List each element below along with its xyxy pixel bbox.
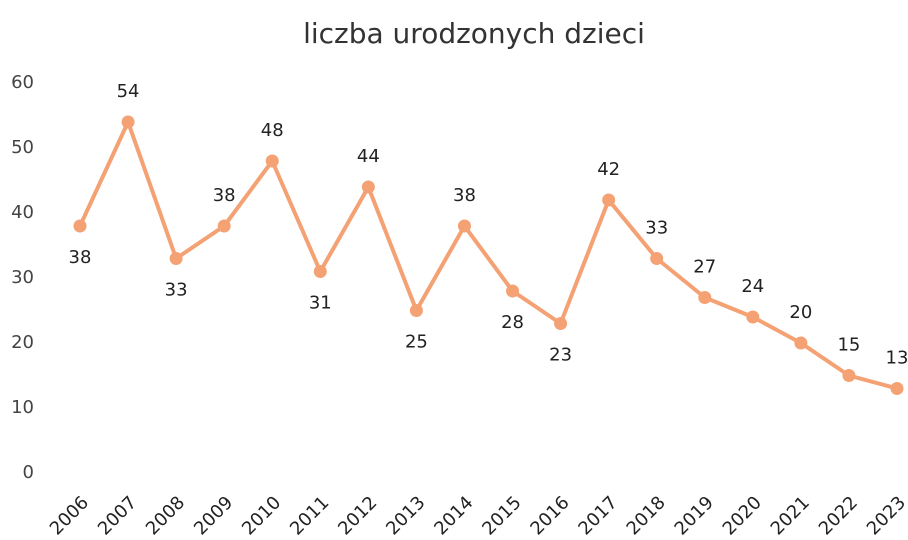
y-tick-label: 30 (11, 267, 34, 288)
y-tick-label: 20 (11, 332, 34, 353)
marker (746, 310, 760, 324)
x-tick-label: 2016 (526, 492, 573, 539)
x-tick-label: 2014 (430, 492, 477, 539)
x-tick-label: 2012 (334, 492, 381, 539)
x-tick-label: 2019 (671, 492, 718, 539)
data-label: 38 (453, 185, 476, 206)
y-tick-label: 40 (11, 202, 34, 223)
data-label: 23 (549, 345, 572, 366)
marker (842, 369, 856, 382)
x-tick-label: 2015 (478, 492, 525, 539)
data-label: 38 (69, 247, 92, 268)
marker (361, 180, 375, 194)
data-label: 25 (405, 332, 428, 353)
x-tick-label: 2006 (46, 492, 93, 539)
marker (698, 291, 712, 304)
x-tick-label: 2017 (574, 492, 621, 539)
data-label: 38 (213, 185, 236, 206)
marker (73, 219, 87, 233)
data-label: 33 (645, 218, 668, 239)
marker (554, 317, 568, 330)
x-tick-label: 2018 (623, 492, 670, 539)
marker (121, 115, 135, 129)
marker (890, 382, 904, 395)
chart-title: liczba urodzonych dzieci (303, 17, 645, 50)
data-label: 54 (117, 81, 140, 102)
y-tick-label: 50 (11, 137, 34, 158)
data-label: 33 (165, 280, 188, 301)
marker (794, 336, 808, 350)
data-label: 20 (789, 302, 812, 323)
y-tick-label: 0 (23, 462, 34, 483)
marker (217, 219, 231, 233)
marker (602, 193, 616, 207)
x-tick-label: 2010 (238, 492, 285, 539)
y-tick-label: 60 (11, 72, 34, 93)
x-tick-label: 2020 (719, 492, 766, 539)
x-tick-label: 2008 (142, 492, 189, 539)
x-tick-label: 2011 (286, 492, 333, 539)
x-tick-label: 2007 (94, 492, 141, 539)
marker (265, 154, 279, 168)
data-label: 15 (837, 335, 860, 356)
marker (313, 265, 327, 278)
marker (169, 252, 183, 265)
x-tick-label: 2023 (863, 492, 908, 539)
data-label: 24 (741, 276, 764, 297)
data-label: 13 (886, 348, 908, 369)
data-label: 31 (309, 293, 332, 314)
marker (506, 284, 520, 298)
x-tick-label: 2009 (190, 492, 237, 539)
data-label: 28 (501, 312, 524, 333)
data-label: 44 (357, 146, 380, 167)
marker (650, 252, 664, 265)
data-label: 27 (693, 257, 716, 278)
line (78, 120, 898, 391)
data-label: 42 (597, 159, 620, 180)
x-tick-label: 2021 (767, 492, 814, 539)
data-label: 48 (261, 120, 284, 141)
x-tick-label: 2013 (382, 492, 429, 539)
x-tick-label: 2022 (815, 492, 862, 539)
marker (409, 304, 423, 317)
marker (457, 219, 471, 233)
y-tick-label: 10 (11, 397, 34, 418)
